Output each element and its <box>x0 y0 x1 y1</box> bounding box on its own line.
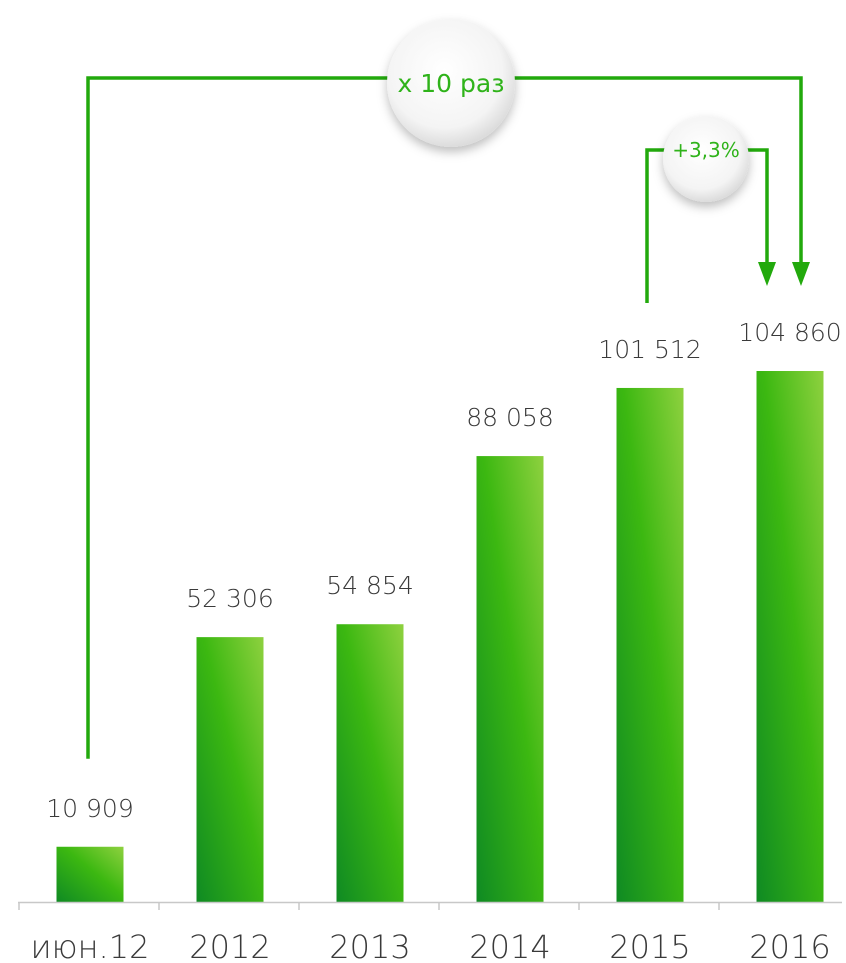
bar-2012 <box>196 637 264 902</box>
bar-2013 <box>336 624 404 902</box>
bars <box>56 371 824 902</box>
category-label: 2012 <box>189 928 270 963</box>
value-label: 104 860 <box>738 318 841 347</box>
value-label: 10 909 <box>46 794 133 823</box>
value-label: 101 512 <box>598 335 701 364</box>
x-axis <box>18 901 842 910</box>
category-label: июн.12 <box>31 928 150 963</box>
annotation-bubbles: x 10 раз +3,3% <box>387 19 749 202</box>
arrow-head <box>758 262 776 286</box>
bubble-growth <box>663 116 749 202</box>
category-label: 2015 <box>609 928 690 963</box>
annotation-growth-label: +3,3% <box>672 138 740 162</box>
category-label: 2013 <box>329 928 410 963</box>
bar-июн.12 <box>56 846 124 902</box>
bar-2016 <box>756 371 824 902</box>
bar-2014 <box>476 456 544 902</box>
arrow-head <box>792 262 810 286</box>
value-label: 52 306 <box>186 584 273 613</box>
bar-2015 <box>616 387 684 902</box>
value-labels: 10 909 52 306 54 854 88 058 101 512 104 860 <box>46 318 841 823</box>
bubble-x10 <box>387 19 515 147</box>
value-label: 54 854 <box>326 571 413 600</box>
value-label: 88 058 <box>466 403 553 432</box>
category-label: 2014 <box>469 928 550 963</box>
category-label: 2016 <box>749 928 830 963</box>
annotation-x10-label: x 10 раз <box>398 69 505 98</box>
category-labels: июн.12 2012 2013 2014 2015 2016 <box>31 928 831 963</box>
